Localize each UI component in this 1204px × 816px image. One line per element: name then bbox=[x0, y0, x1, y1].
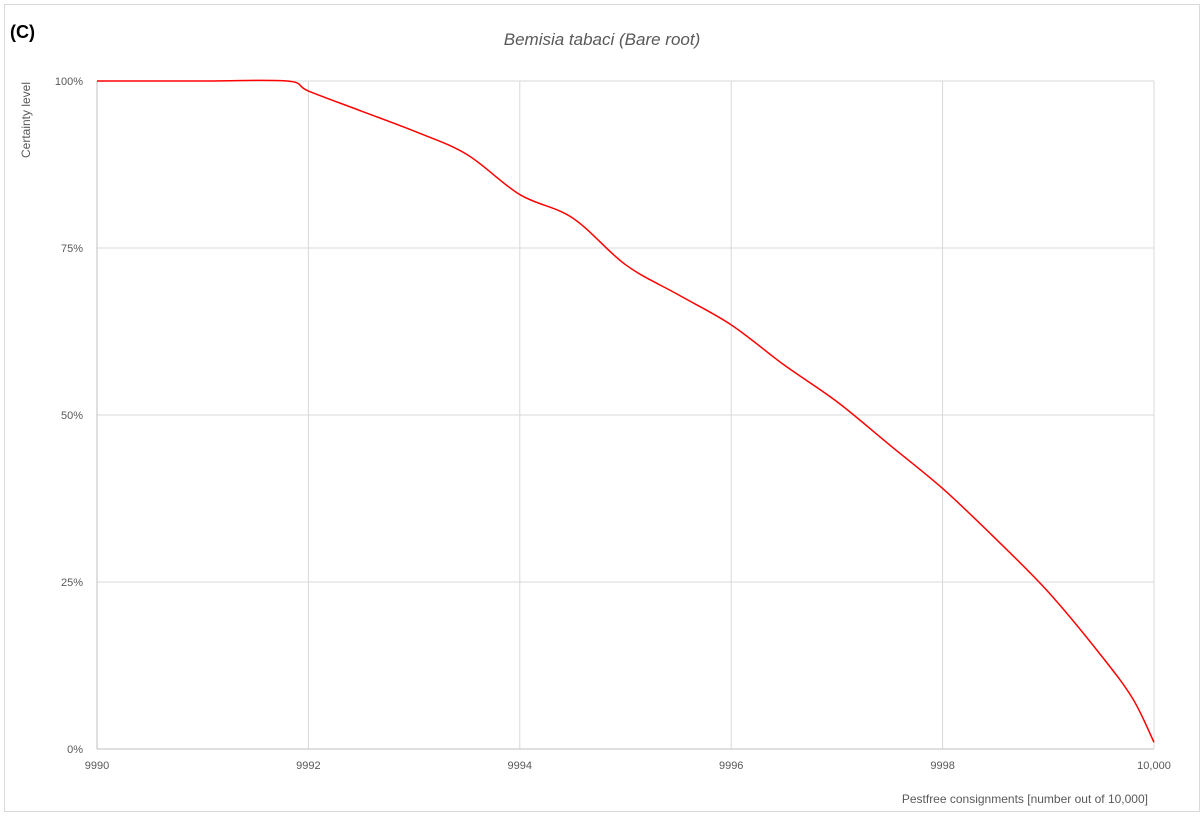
y-tick-label: 0% bbox=[67, 744, 83, 756]
chart-frame bbox=[4, 4, 1200, 812]
x-tick-label: 10,000 bbox=[1137, 760, 1171, 772]
y-tick-label: 100% bbox=[55, 76, 83, 88]
x-axis-label: Pestfree consignments [number out of 10,… bbox=[901, 792, 1148, 806]
x-tick-label: 9994 bbox=[508, 760, 532, 772]
x-tick-label: 9990 bbox=[85, 760, 109, 772]
series-line bbox=[97, 79, 1155, 743]
y-tick-label: 50% bbox=[61, 410, 83, 422]
panel-label: (C) bbox=[10, 22, 35, 42]
x-tick-label: 9996 bbox=[719, 760, 743, 772]
x-tick-label: 9998 bbox=[930, 760, 954, 772]
x-tick-label: 9992 bbox=[296, 760, 320, 772]
y-tick-label: 75% bbox=[61, 243, 83, 255]
chart-title: Bemisia tabaci (Bare root) bbox=[503, 30, 701, 49]
y-tick-label: 25% bbox=[61, 577, 83, 589]
